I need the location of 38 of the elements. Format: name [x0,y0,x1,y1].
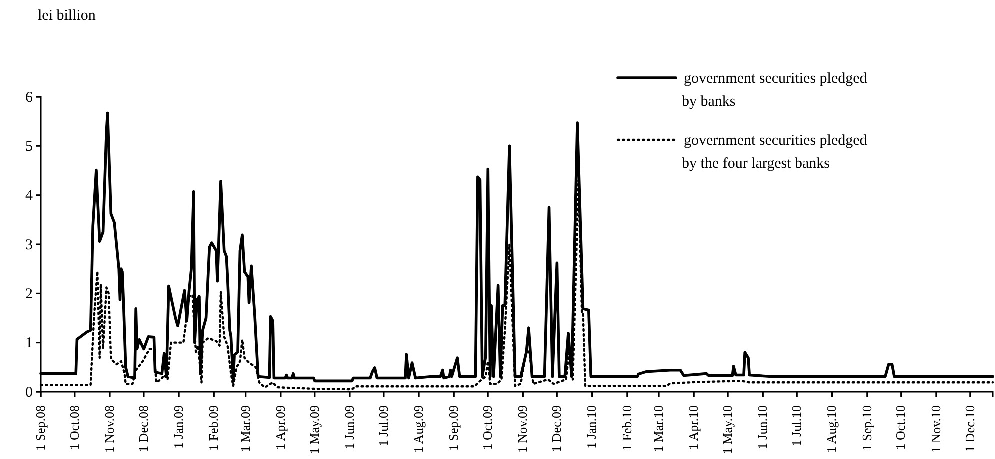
x-tick-label: 1 Dec.09 [549,406,564,452]
x-tick-label: 1 Mar.10 [650,406,666,452]
legend-label: government securities pledged by the four largest banks [682,133,868,172]
y-tick-label: 6 [26,90,34,106]
x-tick-label: 1 Apr.10 [686,406,702,450]
x-tick-label: 1 Sep.10 [859,406,874,451]
x-tick-label: 1 Oct.09 [480,406,496,450]
y-tick-label: 3 [26,237,33,254]
x-tick-label: 1 Aug.09 [410,406,426,454]
legend-label: government securities pledged by banks [682,71,868,110]
x-tick-label: 1 Dec.08 [136,406,151,452]
x-tick-label: 1 Aug.10 [824,406,840,454]
x-tick-label: 1 Apr.09 [272,406,288,450]
x-tick-label: 1 Jun.09 [342,406,357,450]
x-tick-label: 1 Jun.10 [755,406,770,450]
x-tick-label: 1 Nov.09 [515,406,530,454]
x-tick-label: 1 Oct.10 [893,406,908,450]
x-tick-label: 1 May.10 [720,406,736,454]
x-tick-label: 1 Oct.08 [66,406,82,450]
y-tick-label: 5 [26,138,33,155]
x-tick-label: 1 Nov.08 [102,406,117,454]
x-tick-label: 1 Dec.10 [962,406,978,452]
x-tick-label: 1 Feb.10 [619,406,634,451]
x-tick-label: 1 Jul.10 [789,406,804,447]
x-tick-label: 1 Feb.09 [206,406,222,451]
y-axis-title: lei billion [38,8,96,24]
x-tick-label: 1 Jul.09 [376,406,391,447]
y-tick-label: 2 [26,286,33,302]
x-tick-label: 1 Nov.10 [928,406,944,454]
x-tick-label: 1 Jan.10 [584,406,600,449]
y-tick-label: 1 [26,336,33,352]
x-tick-label: 1 May.09 [306,406,322,454]
x-tick-label: 1 Mar.09 [238,406,253,452]
y-tick-label: 4 [26,188,34,204]
x-tick-label: 1 Sep.08 [32,406,48,451]
y-tick-label: 0 [26,384,33,401]
x-tick-label: 1 Sep.09 [446,406,462,451]
x-tick-label: 1 Jan.09 [171,406,186,449]
